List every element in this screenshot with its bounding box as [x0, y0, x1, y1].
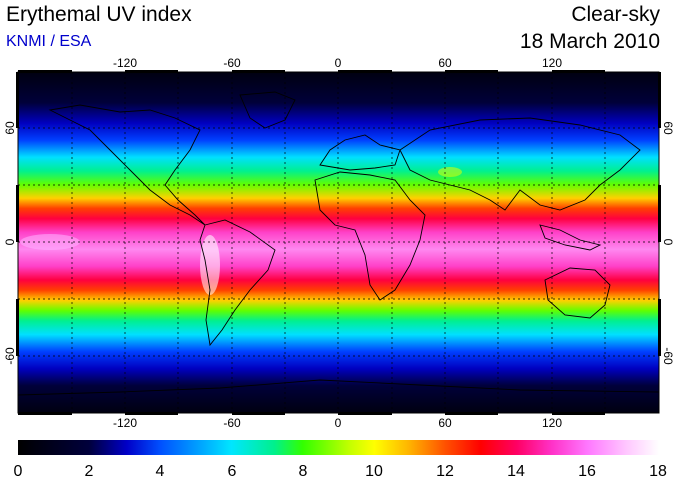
lat-tick-label: -60 [3, 347, 17, 365]
colorbar-label: 2 [85, 463, 94, 480]
coastlines [18, 91, 659, 396]
lat-tick-label: 0 [661, 239, 675, 246]
lat-ticks-right: 60 0 -60 [661, 121, 675, 365]
uv-field [18, 72, 659, 413]
lat-lon-grid [18, 72, 659, 413]
colorbar-label: 10 [365, 463, 383, 480]
lat-ticks-left: 60 0 -60 [3, 121, 17, 365]
lon-tick-label: 60 [438, 416, 452, 430]
lat-tick-label: 60 [661, 121, 675, 135]
lon-tick-label: -120 [113, 416, 137, 430]
colorbar-label: 18 [649, 463, 667, 480]
lon-tick-label: -60 [223, 416, 241, 430]
sky-condition-label: Clear-sky [571, 3, 660, 26]
colorbar-labels: 0 2 4 6 8 10 12 14 16 18 [14, 463, 667, 480]
lon-tick-label: 120 [542, 56, 562, 70]
lon-tick-label: -120 [113, 56, 137, 70]
lon-ticks-top: -120 -60 0 60 120 [113, 56, 562, 70]
lon-tick-label: 120 [542, 416, 562, 430]
lat-tick-label: -60 [661, 347, 675, 365]
uv-colorbar [18, 440, 659, 455]
lon-tick-label: 60 [438, 56, 452, 70]
lon-tick-label: 0 [335, 416, 342, 430]
lat-tick-label: 0 [3, 238, 17, 245]
lon-ticks-bottom: -120 -60 0 60 120 [113, 416, 562, 430]
map-title: Erythemal UV index [6, 3, 192, 26]
colorbar-label: 4 [156, 463, 165, 480]
lat-tick-label: 60 [3, 121, 17, 135]
lon-tick-label: 0 [335, 56, 342, 70]
colorbar-label: 14 [507, 463, 525, 480]
colorbar-label: 8 [299, 463, 308, 480]
date-label: 18 March 2010 [519, 30, 660, 53]
colorbar-label: 16 [578, 463, 596, 480]
colorbar-label: 0 [14, 463, 23, 480]
map-frame [16, 70, 661, 415]
credit-label: KNMI / ESA [6, 33, 92, 50]
colorbar-label: 12 [436, 463, 454, 480]
colorbar-label: 6 [228, 463, 237, 480]
lon-tick-label: -60 [223, 56, 241, 70]
